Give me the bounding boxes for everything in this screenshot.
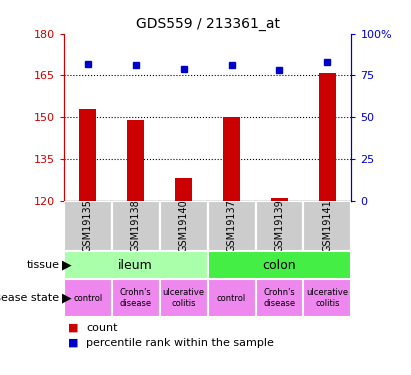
- Bar: [256, 279, 303, 317]
- Text: control: control: [217, 294, 246, 303]
- Text: GSM19137: GSM19137: [226, 200, 236, 252]
- Text: ileum: ileum: [118, 259, 153, 272]
- Bar: [256, 201, 303, 251]
- Text: GSM19138: GSM19138: [131, 200, 141, 252]
- Text: Crohn's
disease: Crohn's disease: [120, 288, 152, 308]
- Text: ■: ■: [68, 323, 79, 333]
- Text: tissue: tissue: [27, 260, 60, 270]
- Bar: [208, 201, 256, 251]
- Text: GSM19140: GSM19140: [179, 200, 189, 252]
- Bar: [271, 198, 288, 201]
- Text: count: count: [86, 323, 118, 333]
- Text: GSM19139: GSM19139: [275, 200, 284, 252]
- Bar: [64, 251, 208, 279]
- Text: GSM19135: GSM19135: [83, 200, 92, 252]
- Bar: [159, 279, 208, 317]
- Title: GDS559 / 213361_at: GDS559 / 213361_at: [136, 17, 279, 32]
- Text: ulcerative
colitis: ulcerative colitis: [306, 288, 349, 308]
- Bar: [223, 117, 240, 201]
- Bar: [303, 279, 351, 317]
- Bar: [79, 109, 96, 201]
- Text: control: control: [73, 294, 102, 303]
- Text: Crohn's
disease: Crohn's disease: [263, 288, 296, 308]
- Text: ▶: ▶: [62, 292, 71, 304]
- Text: disease state: disease state: [0, 293, 60, 303]
- Text: GSM19141: GSM19141: [323, 200, 332, 252]
- Bar: [175, 178, 192, 201]
- Bar: [64, 201, 112, 251]
- Bar: [319, 73, 336, 201]
- Bar: [112, 279, 159, 317]
- Bar: [64, 279, 112, 317]
- Text: percentile rank within the sample: percentile rank within the sample: [86, 338, 274, 348]
- Text: ▶: ▶: [62, 259, 71, 272]
- Bar: [112, 201, 159, 251]
- Bar: [159, 201, 208, 251]
- Bar: [208, 251, 351, 279]
- Text: ■: ■: [68, 338, 79, 348]
- Text: colon: colon: [263, 259, 296, 272]
- Bar: [127, 120, 144, 201]
- Text: ulcerative
colitis: ulcerative colitis: [162, 288, 205, 308]
- Bar: [303, 201, 351, 251]
- Bar: [208, 279, 256, 317]
